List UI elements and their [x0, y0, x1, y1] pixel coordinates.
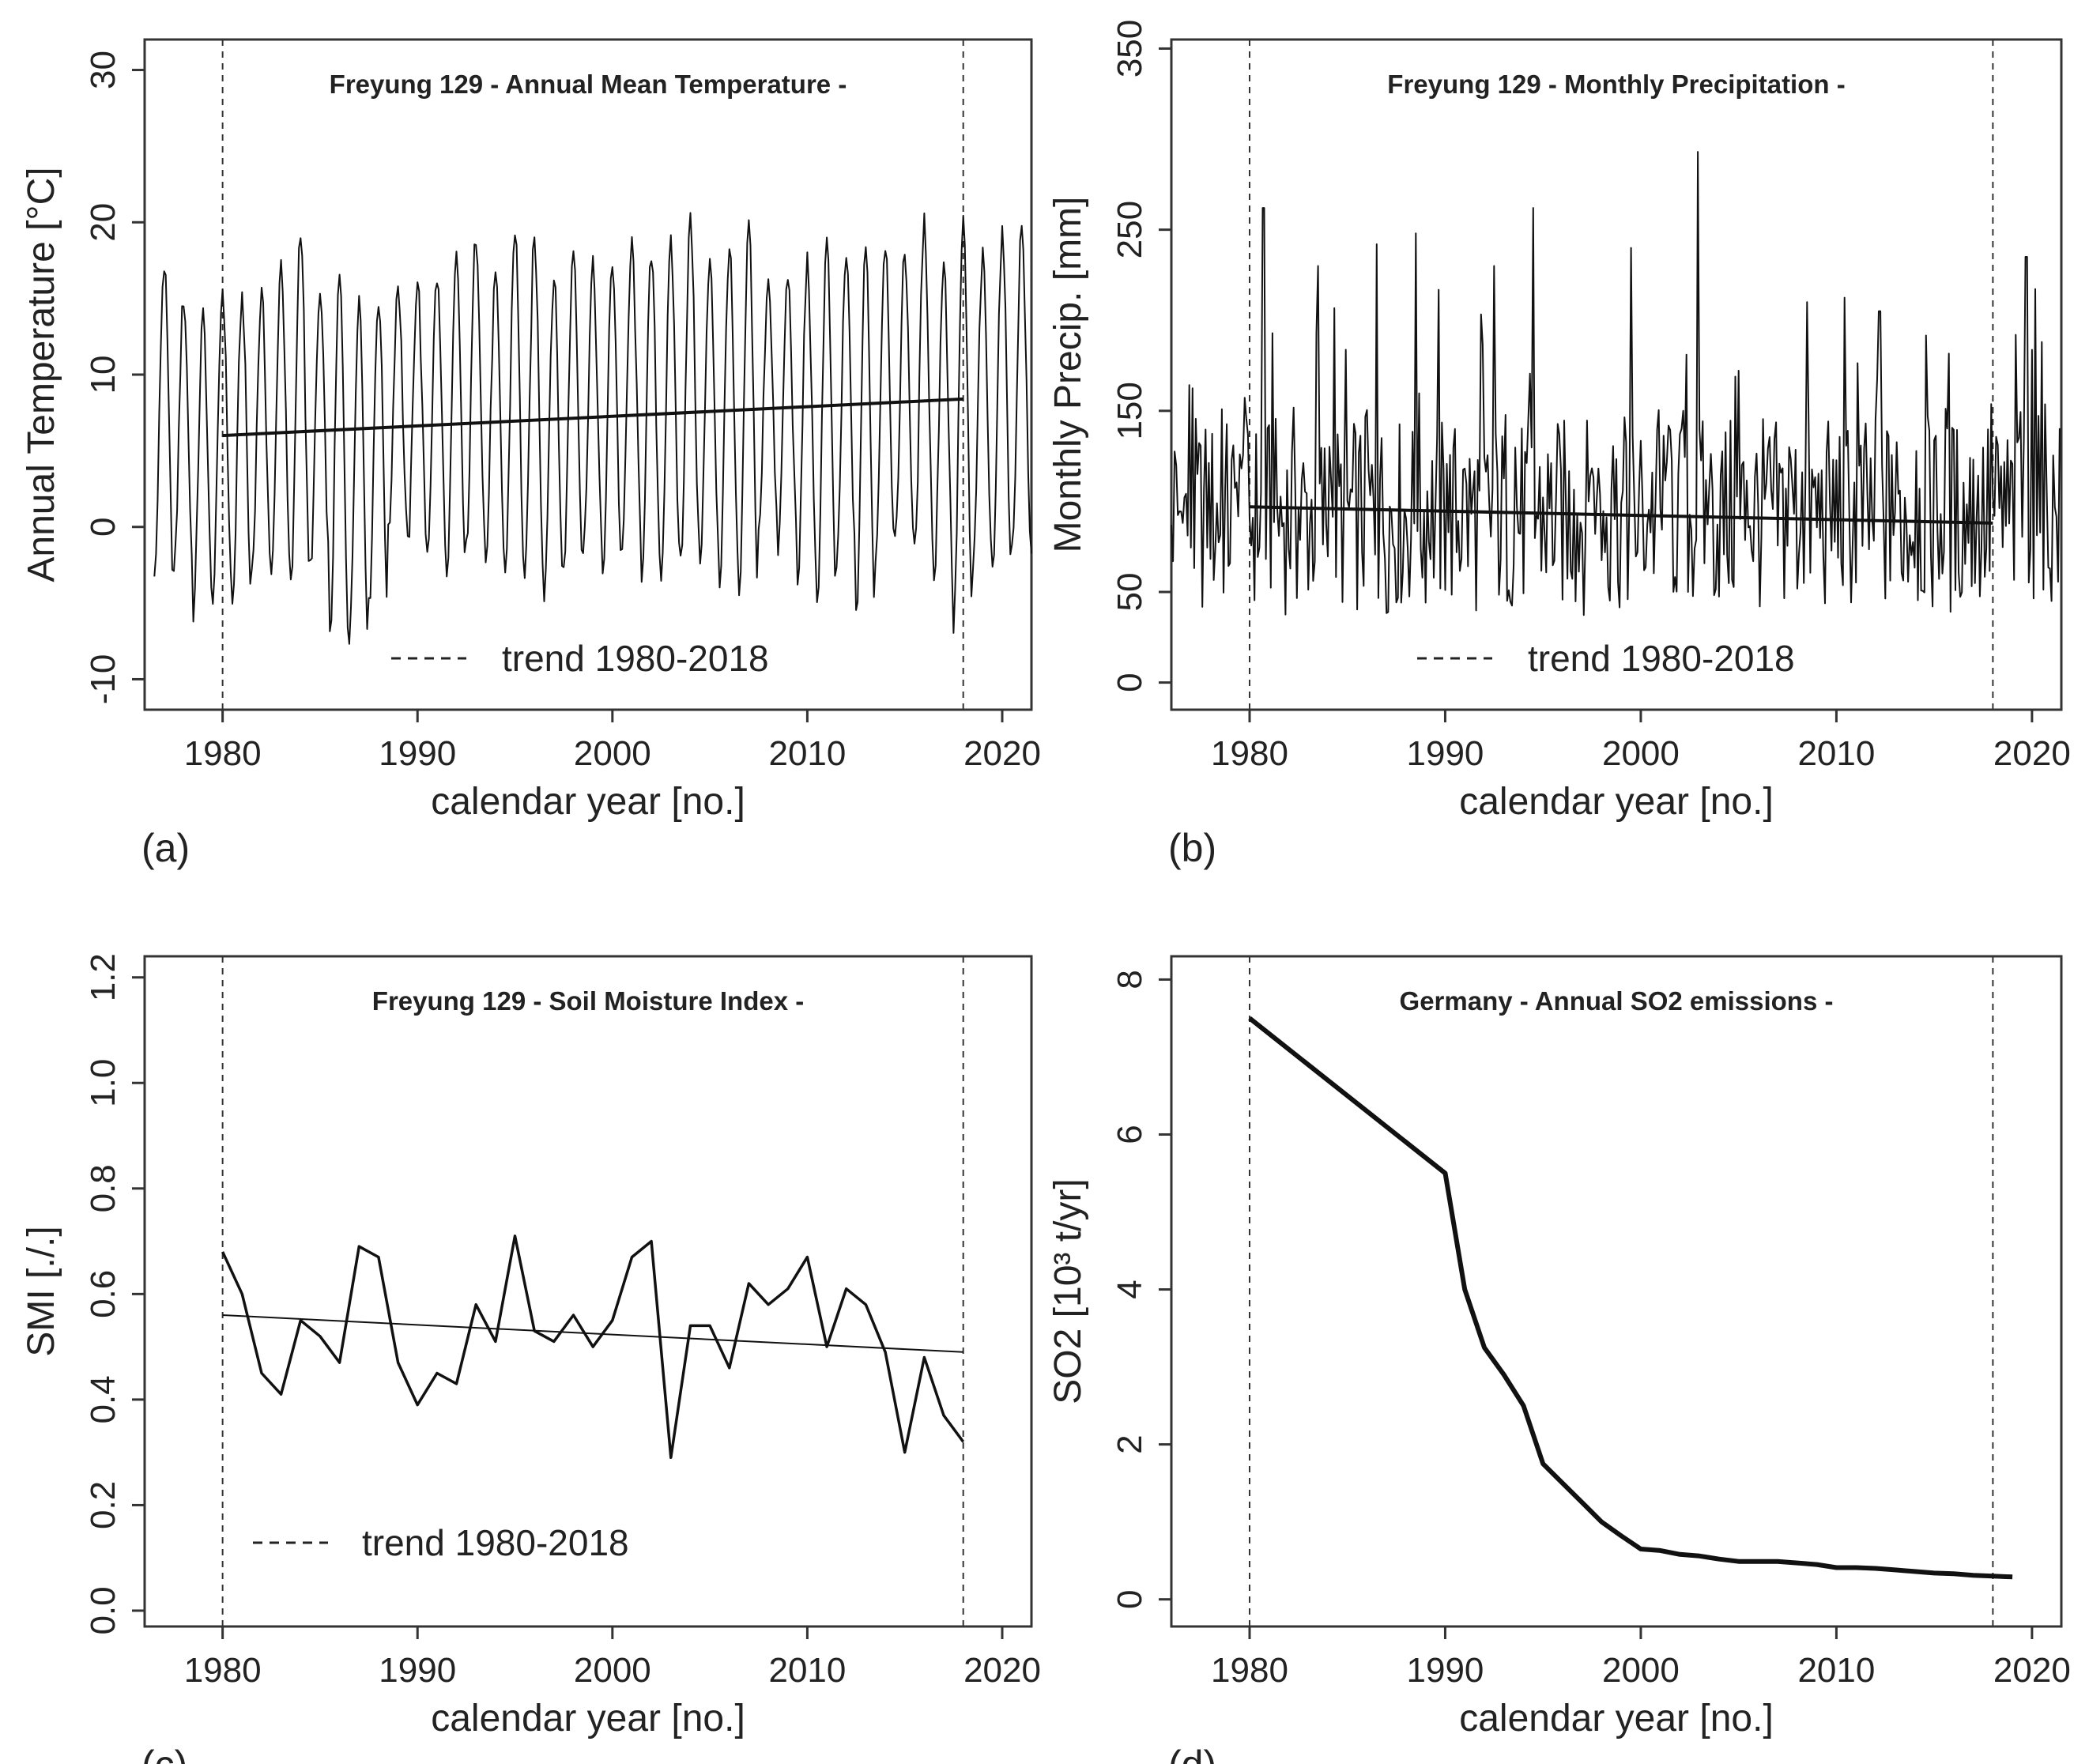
x-axis-label: calendar year [no.]: [431, 1698, 745, 1740]
panel-label: (c): [141, 1743, 187, 1764]
panel-d: Germany - Annual SO2 emissions - calenda…: [1047, 955, 2071, 1764]
y-tick-label: 0.8: [84, 1164, 123, 1212]
y-axis-label: Annual Temperature [°C]: [21, 167, 62, 582]
x-tick-label: 2020: [1993, 734, 2071, 773]
y-tick-label: 2: [1110, 1434, 1149, 1453]
x-tick-label: 1990: [379, 734, 456, 773]
x-tick-label: 2000: [574, 734, 651, 773]
y-axis-label: SO2 [10³ t/yr]: [1047, 1178, 1089, 1404]
x-tick-label: 1990: [379, 1651, 456, 1690]
y-tick-label: 10: [84, 356, 123, 394]
x-tick-label: 1990: [1407, 1651, 1484, 1690]
y-tick-label: 0: [84, 517, 123, 536]
x-axis-label: calendar year [no.]: [1459, 1698, 1774, 1740]
trend-line: [1249, 505, 1993, 525]
x-axis-label: calendar year [no.]: [1459, 781, 1774, 823]
legend-label: trend 1980-2018: [502, 638, 769, 679]
x-tick-label: 2000: [1602, 1651, 1680, 1690]
x-tick-label: 2020: [963, 734, 1041, 773]
y-tick-label: 0.4: [84, 1375, 123, 1423]
panel-b: Freyung 129 - Monthly Precipitation - ca…: [1047, 20, 2071, 870]
x-tick-label: 2010: [1797, 1651, 1875, 1690]
legend-label: trend 1980-2018: [362, 1522, 629, 1563]
x-tick-label: 2020: [1993, 1651, 2071, 1690]
y-tick-label: 0.0: [84, 1586, 123, 1634]
x-tick-label: 2010: [768, 1651, 846, 1690]
x-tick-label: 1980: [184, 1651, 262, 1690]
y-tick-label: 0.6: [84, 1270, 123, 1318]
plot-frame: [1170, 955, 2063, 1628]
x-tick-label: 1980: [1211, 734, 1288, 773]
y-tick-label: 0: [1110, 1589, 1149, 1608]
x-tick-label: 2010: [1797, 734, 1875, 773]
y-tick-label: 6: [1110, 1125, 1149, 1144]
y-tick-label: 0: [1110, 673, 1149, 692]
panel-label: (b): [1168, 826, 1216, 870]
legend: trend 1980-2018: [1417, 638, 1795, 679]
panel-label: (d): [1168, 1743, 1216, 1764]
chart-title: Freyung 129 - Annual Mean Temperature -: [330, 70, 847, 99]
y-tick-label: 1.2: [84, 953, 123, 1001]
chart-title: Freyung 129 - Monthly Precipitation -: [1387, 70, 1845, 99]
y-tick-label: 350: [1110, 20, 1149, 77]
y-tick-label: 4: [1110, 1280, 1149, 1298]
x-tick-label: 1990: [1407, 734, 1484, 773]
series-line-smi: [221, 1234, 965, 1460]
x-tick-label: 2010: [768, 734, 846, 773]
y-tick-label: 0.2: [84, 1481, 123, 1529]
x-tick-label: 2000: [574, 1651, 651, 1690]
panel-label: (a): [141, 826, 190, 870]
x-tick-label: 2000: [1602, 734, 1680, 773]
panel-a: Freyung 129 - Annual Mean Temperature - …: [21, 38, 1041, 870]
y-tick-label: 20: [84, 203, 123, 242]
x-tick-label: 1980: [1211, 1651, 1288, 1690]
chart-title: Freyung 129 - Soil Moisture Index -: [372, 986, 804, 1016]
series-line-monthly-temperature: [153, 212, 1032, 645]
x-axis-label: calendar year [no.]: [431, 781, 745, 823]
plot-frame: [143, 955, 1033, 1628]
series-line-monthly-precipitation: [1171, 151, 2061, 616]
trend-line: [222, 397, 963, 438]
legend: trend 1980-2018: [391, 638, 769, 679]
panel-c: Freyung 129 - Soil Moisture Index - cale…: [21, 953, 1041, 1764]
chart-title: Germany - Annual SO2 emissions -: [1400, 986, 1834, 1016]
legend: trend 1980-2018: [253, 1522, 629, 1563]
y-tick-label: 150: [1110, 382, 1149, 439]
series-line-so2-emissions: [1248, 1016, 2013, 1580]
x-tick-label: 1980: [184, 734, 262, 773]
x-tick-label: 2020: [963, 1651, 1041, 1690]
y-tick-label: 50: [1110, 573, 1149, 612]
y-axis-label: Monthly Precip. [mm]: [1047, 197, 1089, 553]
y-tick-label: 1.0: [84, 1059, 123, 1107]
y-tick-label: 30: [84, 51, 123, 89]
y-tick-label: 8: [1110, 970, 1149, 989]
y-axis-label: SMI [./.]: [21, 1226, 62, 1356]
y-tick-label: 250: [1110, 201, 1149, 258]
legend-label: trend 1980-2018: [1528, 638, 1795, 679]
trend-line: [222, 1314, 963, 1353]
plot-frame: [1170, 38, 2063, 711]
y-tick-label: -10: [84, 654, 123, 705]
